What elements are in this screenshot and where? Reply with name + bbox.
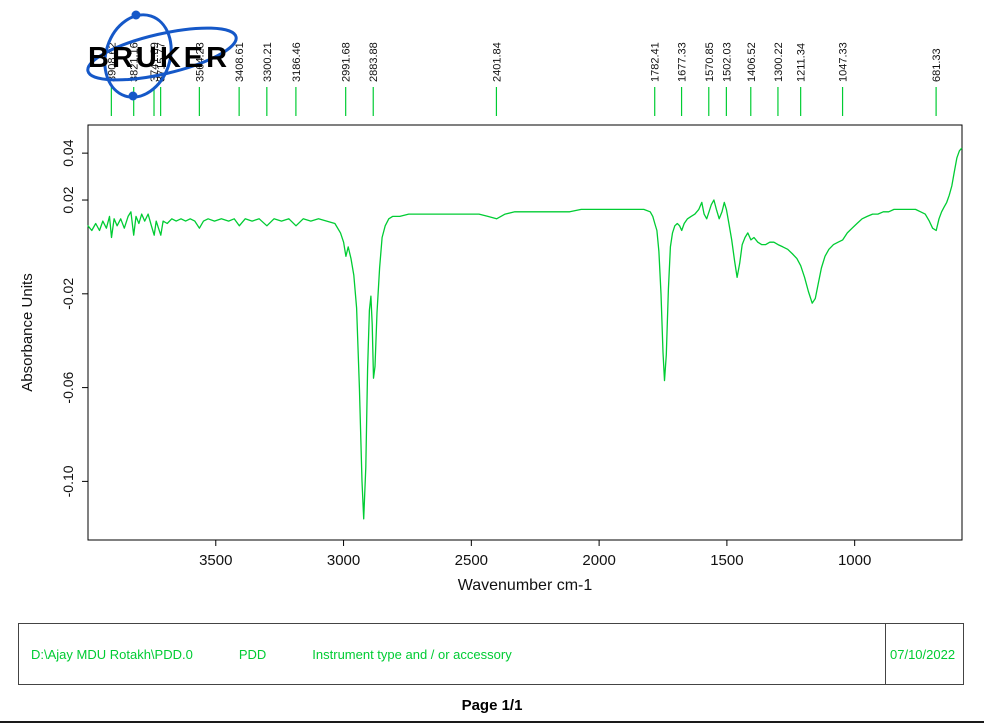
svg-text:3408.61: 3408.61	[234, 42, 246, 82]
file-path: D:\Ajay MDU Rotakh\PDD.0	[31, 646, 193, 662]
footer-info-left: D:\Ajay MDU Rotakh\PDD.0 PDD Instrument …	[19, 624, 885, 684]
svg-text:1211.34: 1211.34	[796, 43, 808, 82]
svg-text:0.04: 0.04	[60, 139, 76, 166]
footer-info-box: D:\Ajay MDU Rotakh\PDD.0 PDD Instrument …	[18, 623, 964, 685]
svg-text:3908.62: 3908.62	[106, 42, 118, 82]
svg-text:2991.68: 2991.68	[341, 42, 353, 82]
instrument-description: Instrument type and / or accessory	[312, 646, 512, 662]
svg-text:1300.22: 1300.22	[773, 42, 785, 82]
svg-text:3715.77: 3715.77	[156, 42, 168, 82]
svg-text:1000: 1000	[838, 552, 871, 569]
svg-text:1500: 1500	[710, 552, 743, 569]
svg-text:1406.52: 1406.52	[746, 42, 758, 82]
svg-text:3564.23: 3564.23	[194, 42, 206, 82]
svg-text:2500: 2500	[455, 552, 488, 569]
svg-text:3300.21: 3300.21	[262, 42, 274, 82]
svg-text:1502.03: 1502.03	[721, 42, 733, 82]
svg-text:1047.33: 1047.33	[838, 42, 850, 82]
svg-text:-0.02: -0.02	[60, 278, 76, 310]
sample-name: PDD	[238, 646, 267, 662]
svg-text:0.02: 0.02	[60, 186, 76, 213]
svg-text:Absorbance Units: Absorbance Units	[19, 273, 36, 391]
svg-text:2883.88: 2883.88	[368, 42, 380, 82]
svg-text:3186.46: 3186.46	[291, 42, 303, 82]
svg-text:1782.41: 1782.41	[650, 42, 662, 82]
svg-text:-0.06: -0.06	[60, 371, 76, 403]
svg-text:2000: 2000	[582, 552, 615, 569]
svg-text:3821.16: 3821.16	[129, 42, 141, 82]
footer-date-cell: 07/10/2022	[885, 624, 963, 684]
page-number: Page 1/1	[461, 697, 523, 714]
svg-text:3000: 3000	[327, 552, 360, 569]
report-date: 07/10/2022	[890, 646, 956, 662]
svg-text:Wavenumber cm-1: Wavenumber cm-1	[458, 577, 593, 594]
svg-text:1570.85: 1570.85	[704, 42, 716, 82]
svg-text:2401.84: 2401.84	[491, 42, 503, 82]
svg-text:3500: 3500	[199, 552, 232, 569]
spectrum-chart: 3500 3000 2500 2000 1500 1000 0.04 0.02 -0.02 -0.…	[19, 42, 963, 594]
svg-text:-0.10: -0.10	[60, 465, 76, 497]
svg-text:681.33: 681.33	[931, 48, 943, 82]
svg-text:1677.33: 1677.33	[677, 42, 689, 82]
